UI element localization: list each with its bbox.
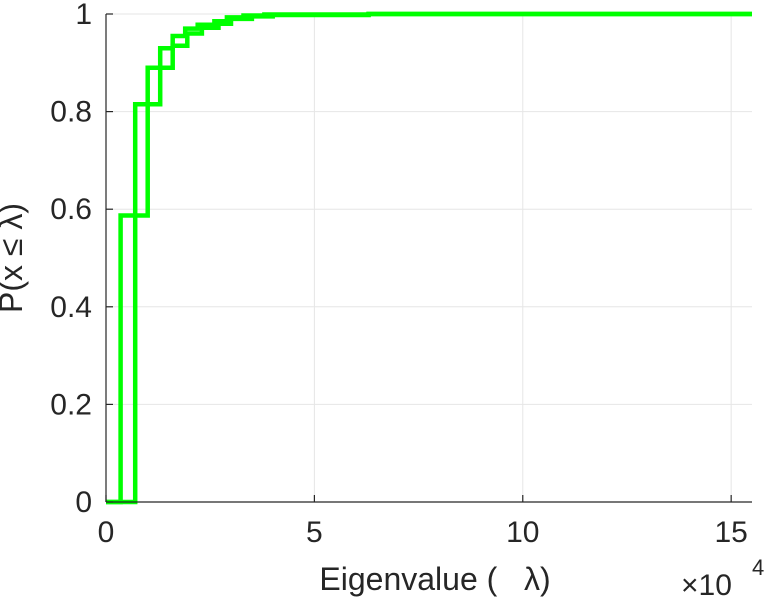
grid-lines [106,13,752,502]
y-tick-label: 1 [75,0,92,31]
y-tick-label: 0.6 [50,193,92,226]
x-axis-label: Eigenvalue ( λ) [319,561,550,597]
tick-labels: 0 5 10 15 0 0.2 0.4 0.6 0.8 1 [50,0,748,549]
x-tick-label: 15 [714,516,747,549]
axes [105,13,752,503]
y-tick-label: 0.8 [50,96,92,129]
y-axis-label: P(x ≤ λ) [0,203,29,313]
y-tick-label: 0 [75,486,92,519]
x-tick-label: 5 [306,516,323,549]
x-exponent-label: ×10 4 [681,555,764,602]
x-tick-label: 10 [506,516,539,549]
x-tick-label: 0 [98,516,115,549]
x-exponent-base: ×10 [681,569,732,600]
x-exponent-power: 4 [752,555,764,580]
cdf-series-2 [106,11,752,505]
plot-series [106,11,752,505]
y-tick-label: 0.2 [50,388,92,421]
y-tick-label: 0.4 [50,291,92,324]
